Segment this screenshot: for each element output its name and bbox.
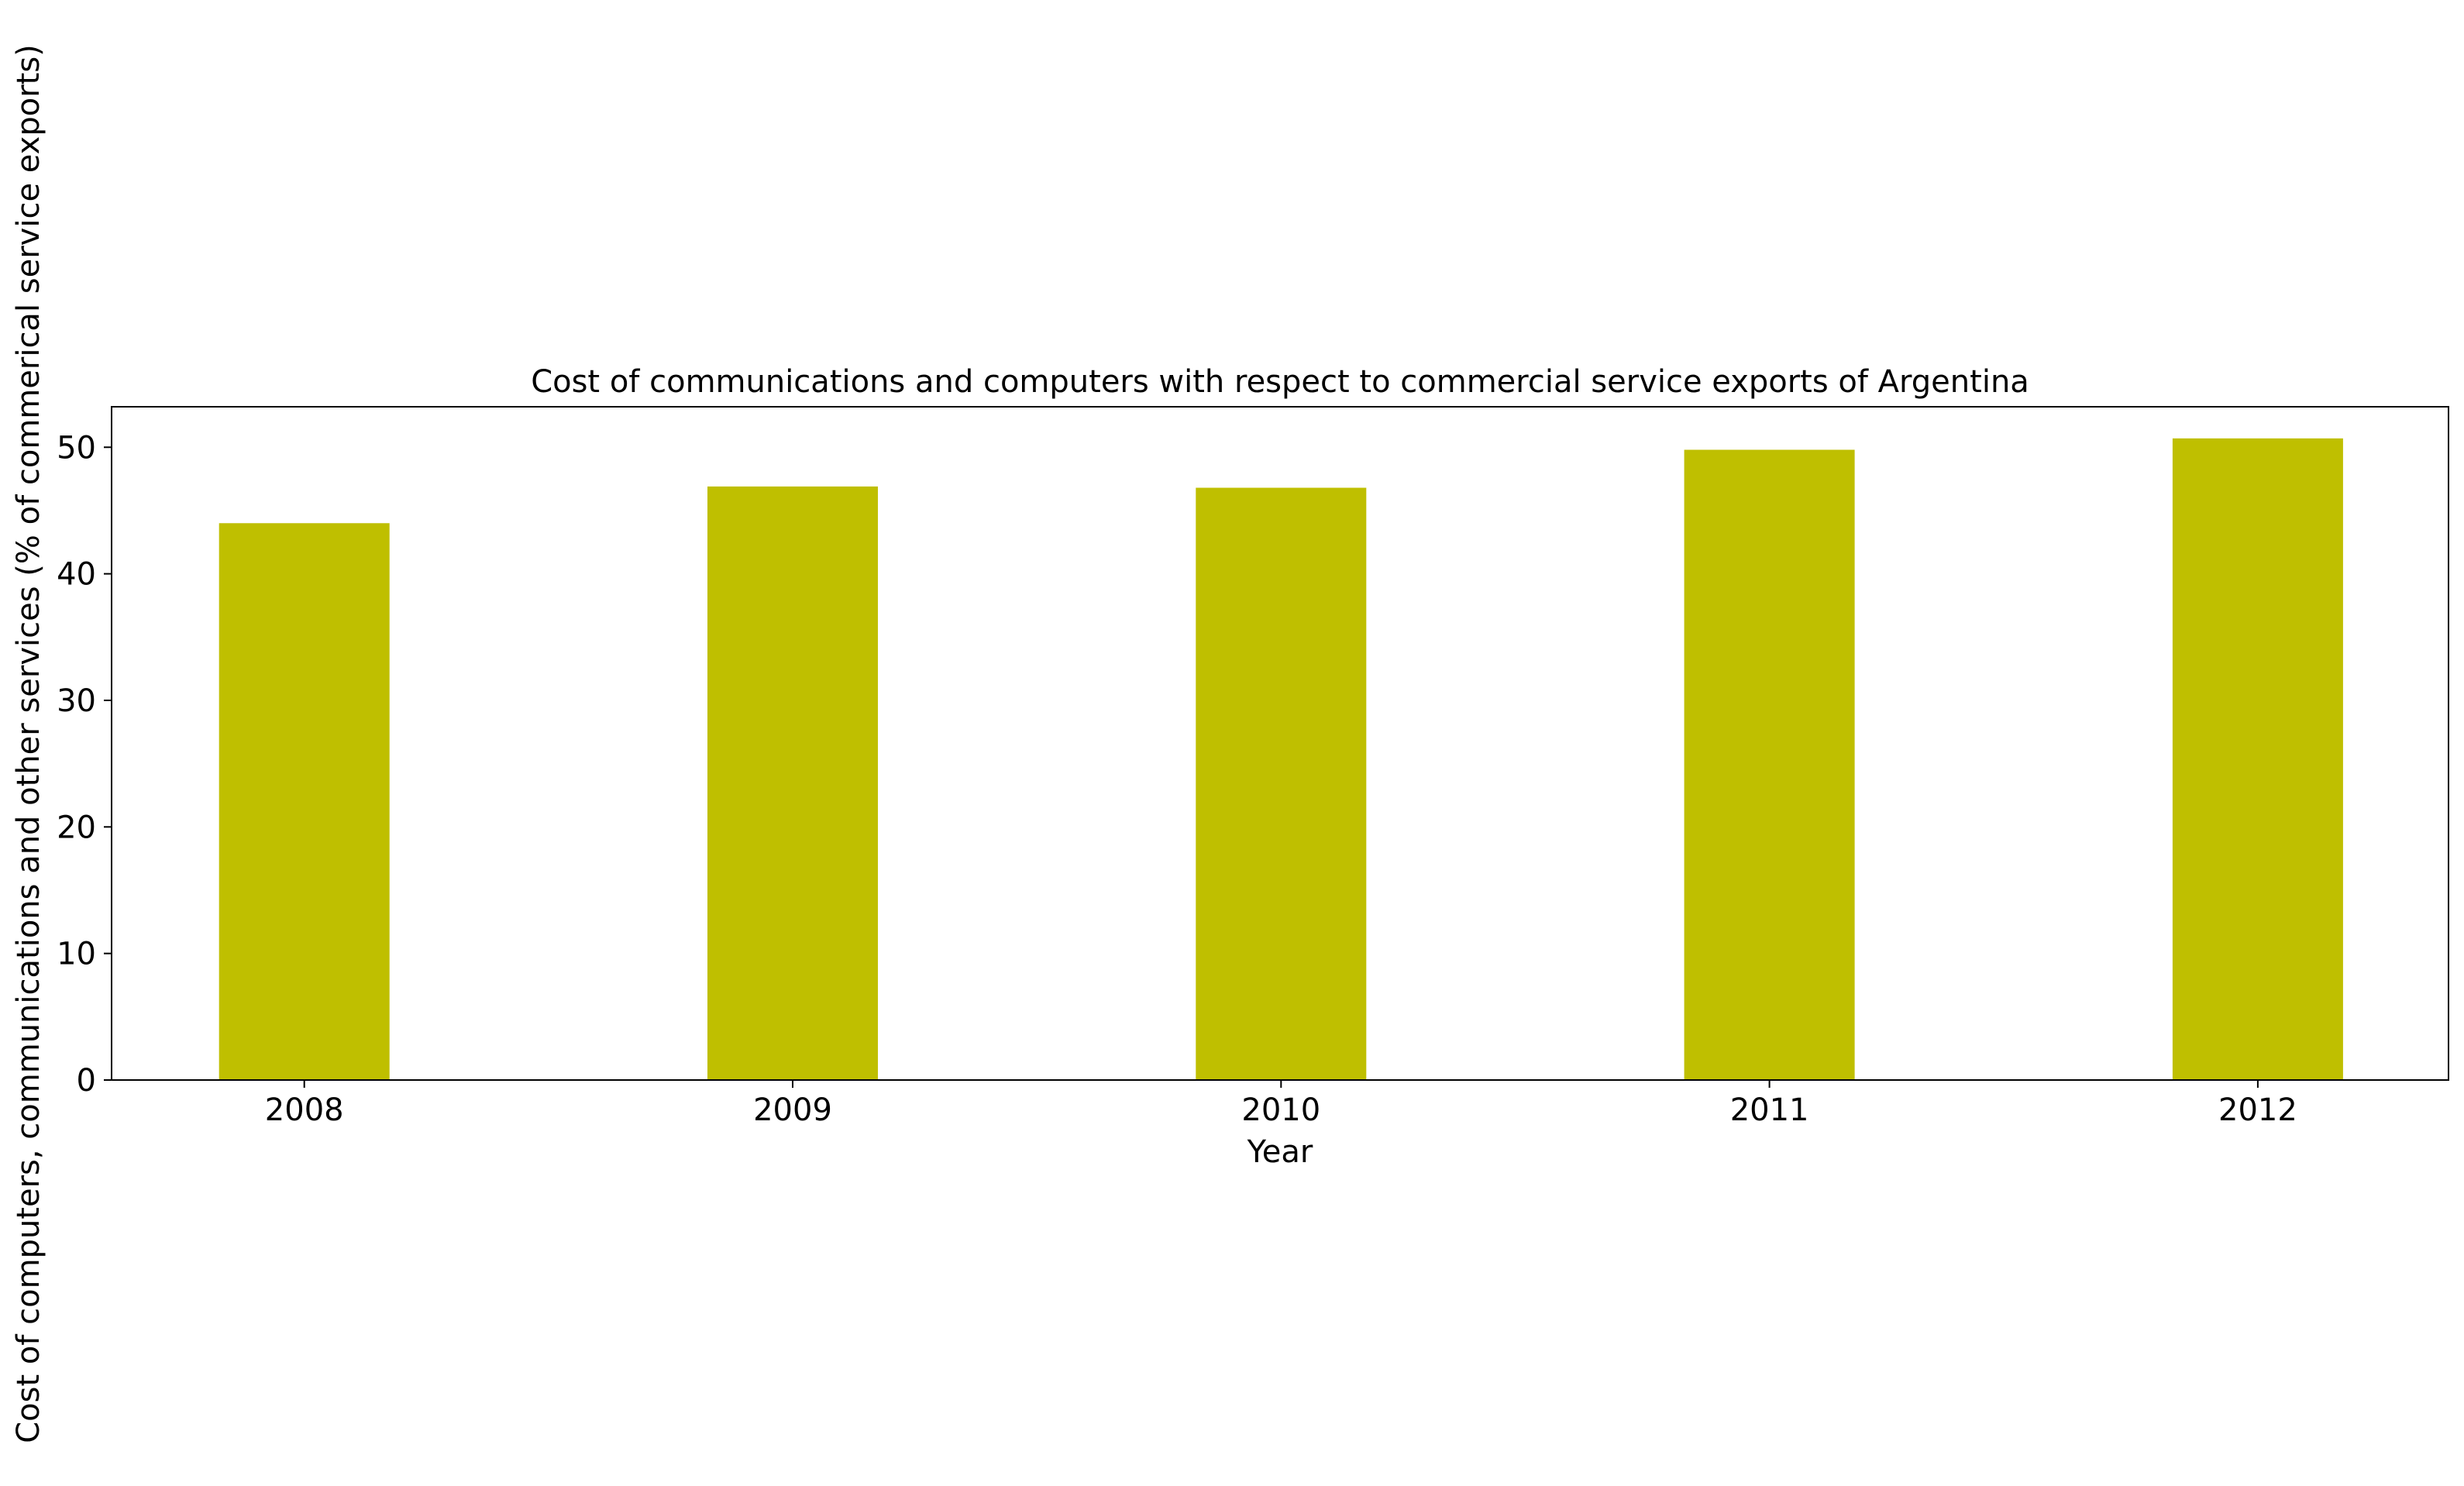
bar-2008: [219, 523, 390, 1080]
bar-2010: [1196, 487, 1367, 1080]
bars-group: [219, 438, 2343, 1080]
y-axis-label: Cost of computers, communications and ot…: [11, 44, 46, 1443]
y-tick-label: 10: [57, 937, 96, 972]
bar-2012: [2172, 438, 2343, 1080]
y-axis-ticks: 0 10 20 30 40 50: [57, 430, 112, 1099]
plot-frame: [111, 406, 2449, 1081]
y-tick-label: 50: [57, 430, 96, 466]
x-axis-ticks: 2008 2009 2010 2011 2012: [265, 1080, 2297, 1128]
y-tick-label: 40: [57, 557, 96, 593]
x-axis-label: Year: [1247, 1134, 1313, 1170]
y-tick-label: 30: [57, 683, 96, 719]
y-tick-label: 0: [77, 1063, 96, 1099]
chart-title: Cost of communications and computers wit…: [531, 364, 2029, 400]
x-tick-label: 2008: [265, 1092, 344, 1128]
x-tick-label: 2010: [1241, 1092, 1320, 1128]
y-tick-label: 20: [57, 810, 96, 845]
x-tick-label: 2012: [2218, 1092, 2297, 1128]
bar-2011: [1684, 449, 1855, 1080]
x-tick-label: 2011: [1730, 1092, 1809, 1128]
x-tick-label: 2009: [753, 1092, 832, 1128]
bar-2009: [707, 486, 878, 1080]
